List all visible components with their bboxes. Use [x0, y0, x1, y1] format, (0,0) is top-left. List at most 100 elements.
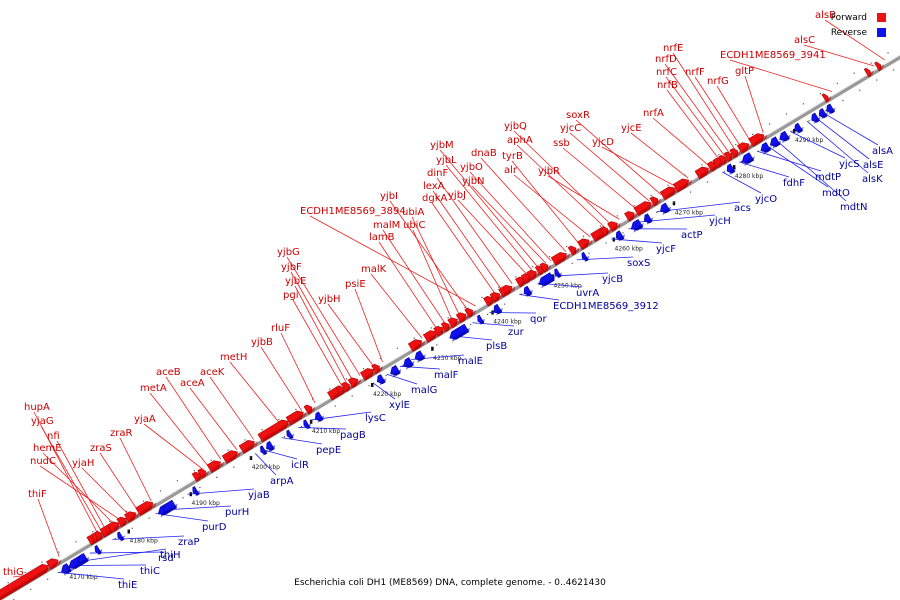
- gene-gltp[interactable]: [748, 129, 769, 147]
- gene-ubia[interactable]: [447, 314, 463, 329]
- gene-yjab[interactable]: [191, 485, 202, 497]
- gene-soxr[interactable]: [649, 193, 663, 207]
- gene-xyle[interactable]: [375, 373, 388, 386]
- gene-qor[interactable]: [492, 303, 505, 316]
- gene-yjco[interactable]: [725, 162, 738, 175]
- gene-yjcc[interactable]: [633, 197, 656, 216]
- gene-ssb[interactable]: [624, 208, 639, 222]
- gene-meta[interactable]: [197, 466, 211, 479]
- gene-yjbq[interactable]: [599, 223, 613, 237]
- gene-nudc[interactable]: [107, 518, 124, 533]
- gene-lexa[interactable]: [489, 288, 505, 303]
- gene-yjch[interactable]: [642, 212, 655, 225]
- gene-dnab[interactable]: [550, 248, 571, 266]
- gene-label-dinf: dinF: [427, 168, 448, 179]
- gene-male[interactable]: [413, 349, 428, 363]
- gene-label-yjbo: yjbO: [460, 162, 483, 173]
- gene-uvra[interactable]: [537, 271, 557, 289]
- gene-aceb[interactable]: [206, 457, 225, 473]
- gene-alsc[interactable]: [863, 65, 875, 78]
- gene-label-malm: malM: [373, 220, 400, 231]
- gene-plsb[interactable]: [447, 323, 471, 342]
- gene-zras[interactable]: [124, 508, 141, 523]
- gene-alr[interactable]: [577, 235, 594, 250]
- gene-label-yjcd: yjcD: [592, 137, 614, 148]
- gene-label-yjco: yjcO: [755, 194, 777, 205]
- gene-fdhf[interactable]: [740, 151, 757, 166]
- gene-arpa[interactable]: [258, 444, 269, 456]
- gene-mdtn[interactable]: [777, 130, 792, 144]
- gene-yjbg[interactable]: [347, 374, 363, 389]
- gene-ubic[interactable]: [440, 319, 454, 333]
- gene-yjbi[interactable]: [455, 309, 471, 323]
- gene-label-yjcf: yjcF: [656, 244, 676, 255]
- gene-nrff[interactable]: [729, 145, 743, 159]
- gene-nrfg[interactable]: [736, 138, 754, 154]
- gene-thih[interactable]: [76, 552, 91, 566]
- gene-label-nrfe: nrfE: [663, 43, 683, 54]
- gene-label-rsd: rsd: [158, 553, 174, 564]
- gene-yjbo[interactable]: [539, 260, 553, 273]
- gene-label-actp: actP: [681, 230, 703, 241]
- gene-lysc[interactable]: [313, 410, 326, 423]
- gene-thig[interactable]: [0, 560, 54, 600]
- gene-rsd[interactable]: [93, 544, 104, 556]
- gene-acs[interactable]: [658, 201, 673, 216]
- gene-alsb[interactable]: [874, 59, 886, 72]
- gene-yjbm[interactable]: [526, 266, 542, 281]
- gene-malf[interactable]: [401, 356, 416, 370]
- gene-label-yjbm: yjbM: [430, 140, 454, 151]
- gene-yjcs[interactable]: [792, 122, 805, 135]
- gene-yjce[interactable]: [673, 175, 693, 193]
- gene-yjbr[interactable]: [607, 218, 623, 232]
- gene-soxs[interactable]: [580, 251, 591, 263]
- gene-yjbf[interactable]: [341, 379, 355, 393]
- gene-label-yjch: yjcH: [709, 216, 731, 227]
- gene-iclr[interactable]: [264, 440, 277, 453]
- gene-zrar[interactable]: [135, 497, 158, 516]
- gene-yjcf[interactable]: [614, 229, 627, 242]
- gene-label-male: malE: [458, 356, 483, 367]
- gene-meth[interactable]: [257, 416, 293, 443]
- gene-label-zur: zur: [508, 327, 525, 338]
- gene-label-nrfd: nrfD: [655, 54, 677, 65]
- gene-pagb[interactable]: [302, 418, 313, 430]
- gene-ecdh1me8569-3894[interactable]: [464, 305, 478, 318]
- gene-dinf[interactable]: [498, 281, 517, 298]
- gene-thie[interactable]: [59, 562, 74, 576]
- gene-mdtp[interactable]: [759, 141, 774, 155]
- gene-yjcd[interactable]: [659, 183, 680, 201]
- gene-label-rluf: rluF: [271, 323, 290, 334]
- gene-malk[interactable]: [407, 335, 426, 352]
- gene-alse[interactable]: [817, 107, 830, 120]
- gene-acea[interactable]: [221, 446, 242, 464]
- gene-nrfa[interactable]: [694, 163, 713, 180]
- tick-label: 4200 kbp: [252, 464, 280, 471]
- gene-label-yjbl: yjbL: [436, 155, 457, 166]
- gene-ecdh1me8569-3941[interactable]: [821, 91, 833, 103]
- gene-thif[interactable]: [46, 554, 63, 570]
- gene-alsa[interactable]: [824, 102, 837, 116]
- gene-malg[interactable]: [388, 364, 403, 378]
- gene-tyrb[interactable]: [567, 243, 581, 256]
- gene-zrap[interactable]: [116, 530, 127, 542]
- gene-label-yjcb: yjcB: [602, 274, 623, 285]
- gene-actp[interactable]: [629, 218, 646, 233]
- tick-label: 4260 kbp: [615, 246, 643, 253]
- gene-yjbb[interactable]: [285, 407, 308, 426]
- gene-ecdh1me8569-3912[interactable]: [522, 285, 535, 298]
- gene-psie[interactable]: [371, 361, 385, 374]
- gene-alsk[interactable]: [809, 111, 822, 125]
- gene-yjcb[interactable]: [553, 267, 564, 279]
- gene-label-apha: aphA: [507, 135, 533, 146]
- gene-rluf[interactable]: [303, 402, 317, 415]
- gene-purh[interactable]: [161, 499, 179, 515]
- tick-label: 4180 kbp: [130, 538, 158, 545]
- gene-label-alr: alr: [504, 165, 518, 176]
- gene-acek[interactable]: [238, 436, 259, 454]
- gene-mdto[interactable]: [768, 135, 783, 149]
- gene-yjbh[interactable]: [359, 364, 378, 381]
- gene-pepe[interactable]: [285, 428, 296, 440]
- gene-label-alse: alsE: [863, 160, 883, 171]
- gene-zur[interactable]: [476, 313, 487, 325]
